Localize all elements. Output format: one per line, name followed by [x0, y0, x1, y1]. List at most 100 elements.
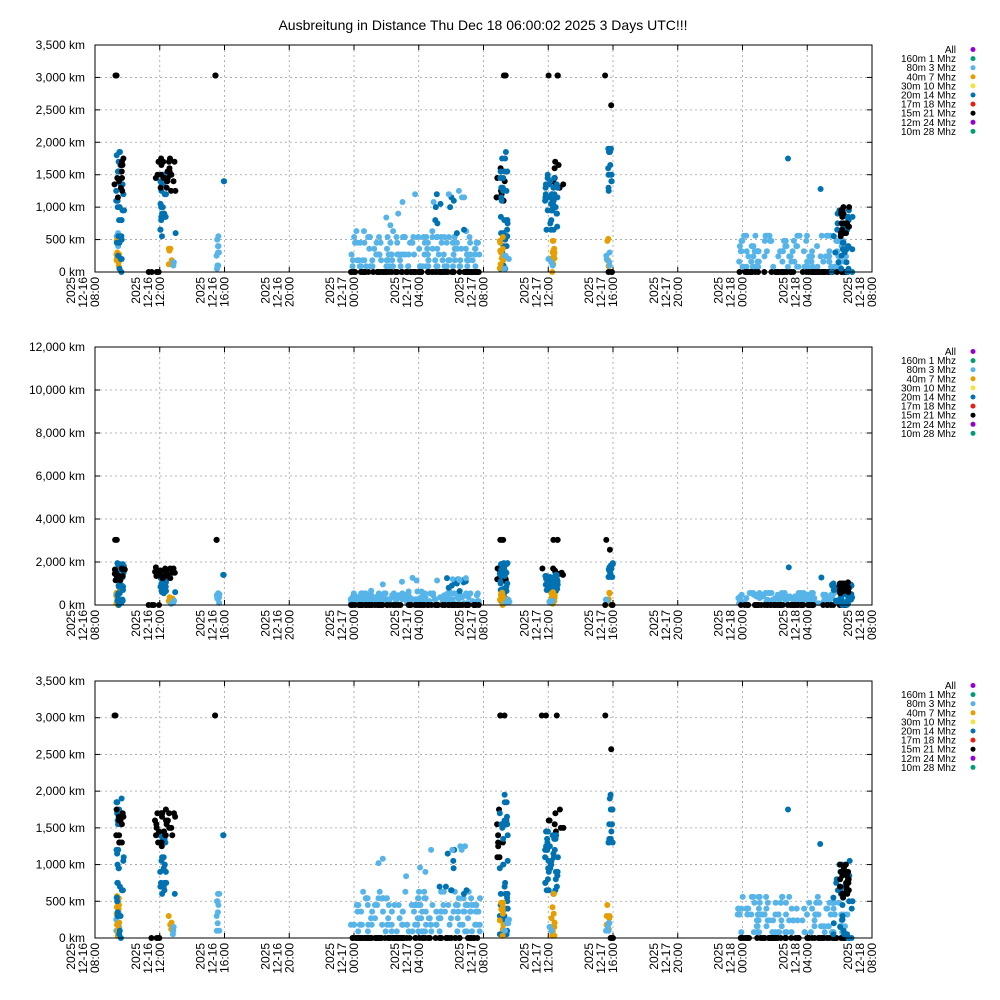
data-point: [424, 251, 431, 258]
data-point: [821, 929, 828, 936]
data-point: [450, 263, 456, 270]
data-point: [426, 915, 433, 922]
data-point: [364, 895, 371, 902]
data-point: [118, 158, 125, 165]
data-point: [833, 598, 840, 605]
legend-marker: [970, 692, 976, 698]
data-point: [214, 898, 220, 905]
data-point: [163, 879, 170, 886]
data-point: [450, 908, 457, 915]
data-point: [811, 917, 818, 924]
data-point: [420, 928, 427, 935]
data-point: [794, 232, 801, 239]
data-point: [603, 536, 610, 543]
data-point: [409, 928, 416, 935]
x-tick-label: 12-17: [594, 943, 608, 974]
data-point: [114, 850, 121, 857]
x-tick-label: 12:00: [153, 610, 167, 640]
data-point: [112, 577, 119, 584]
data-point: [809, 263, 816, 270]
x-tick-label: 2025: [129, 277, 143, 304]
data-point: [814, 893, 821, 900]
data-point: [551, 821, 558, 828]
data-point: [551, 932, 558, 939]
data-point: [750, 929, 757, 936]
data-point: [379, 855, 386, 862]
data-point: [501, 817, 508, 824]
data-point: [554, 536, 561, 543]
legend-marker: [970, 755, 976, 761]
data-point: [429, 245, 436, 252]
data-point: [830, 920, 837, 927]
data-point: [433, 908, 440, 915]
x-tick-label: 04:00: [412, 277, 426, 307]
data-point: [369, 908, 376, 915]
data-point: [477, 895, 483, 902]
x-tick-label: 08:00: [865, 943, 879, 973]
x-tick-label: 20:00: [671, 610, 685, 640]
data-point: [359, 594, 366, 601]
data-point: [447, 204, 454, 211]
data-point: [433, 191, 440, 198]
data-point: [394, 251, 401, 258]
data-point: [425, 263, 432, 270]
data-point: [416, 245, 423, 252]
legend-marker: [970, 385, 976, 391]
data-point: [500, 861, 507, 868]
x-tick-label: 2025: [517, 943, 531, 970]
data-point: [739, 263, 746, 270]
x-tick-label: 08:00: [477, 943, 491, 973]
data-point: [152, 817, 158, 824]
data-point: [411, 908, 417, 915]
x-tick-label: 2025: [129, 943, 143, 970]
data-point: [385, 251, 392, 258]
data-point: [808, 258, 815, 265]
y-tick-label: 3,000 km: [36, 70, 85, 84]
data-point: [416, 915, 423, 922]
data-point: [807, 929, 814, 936]
data-point: [494, 854, 501, 861]
data-point: [550, 184, 557, 191]
data-point: [430, 592, 436, 599]
data-point: [606, 590, 613, 597]
legend-marker: [970, 728, 976, 734]
data-point: [120, 854, 127, 861]
data-point: [809, 905, 816, 912]
data-point: [781, 237, 787, 244]
data-point: [440, 902, 447, 908]
data-point: [221, 178, 228, 185]
data-point: [433, 921, 440, 928]
data-point: [788, 905, 795, 912]
data-point: [381, 590, 388, 597]
data-point: [216, 599, 223, 606]
data-point: [168, 824, 175, 831]
chart-title: Ausbreitung in Distance Thu Dec 18 06:00…: [278, 17, 688, 33]
legend-marker: [970, 92, 976, 98]
data-point: [837, 883, 843, 890]
x-tick-label: 04:00: [412, 943, 426, 973]
data-point: [839, 902, 846, 908]
data-point: [739, 237, 746, 244]
data-point: [813, 911, 820, 918]
data-point: [546, 181, 553, 188]
data-point: [393, 234, 400, 240]
data-point: [828, 263, 835, 270]
y-tick-label: 2,500 km: [36, 747, 85, 761]
data-point: [609, 806, 616, 813]
data-point: [605, 165, 612, 172]
data-point: [754, 917, 761, 924]
data-point: [389, 592, 396, 599]
data-point: [552, 204, 559, 211]
data-point: [548, 927, 555, 934]
x-tick-label: 00:00: [736, 943, 750, 973]
legend-marker: [970, 47, 976, 52]
data-point: [423, 234, 430, 240]
data-point: [351, 921, 358, 928]
data-point: [546, 817, 553, 824]
data-point: [395, 902, 402, 908]
data-point: [756, 929, 763, 936]
data-point: [545, 868, 552, 875]
data-point: [368, 921, 375, 928]
x-tick-label: 12-16: [206, 943, 220, 974]
legend-marker: [970, 701, 976, 707]
